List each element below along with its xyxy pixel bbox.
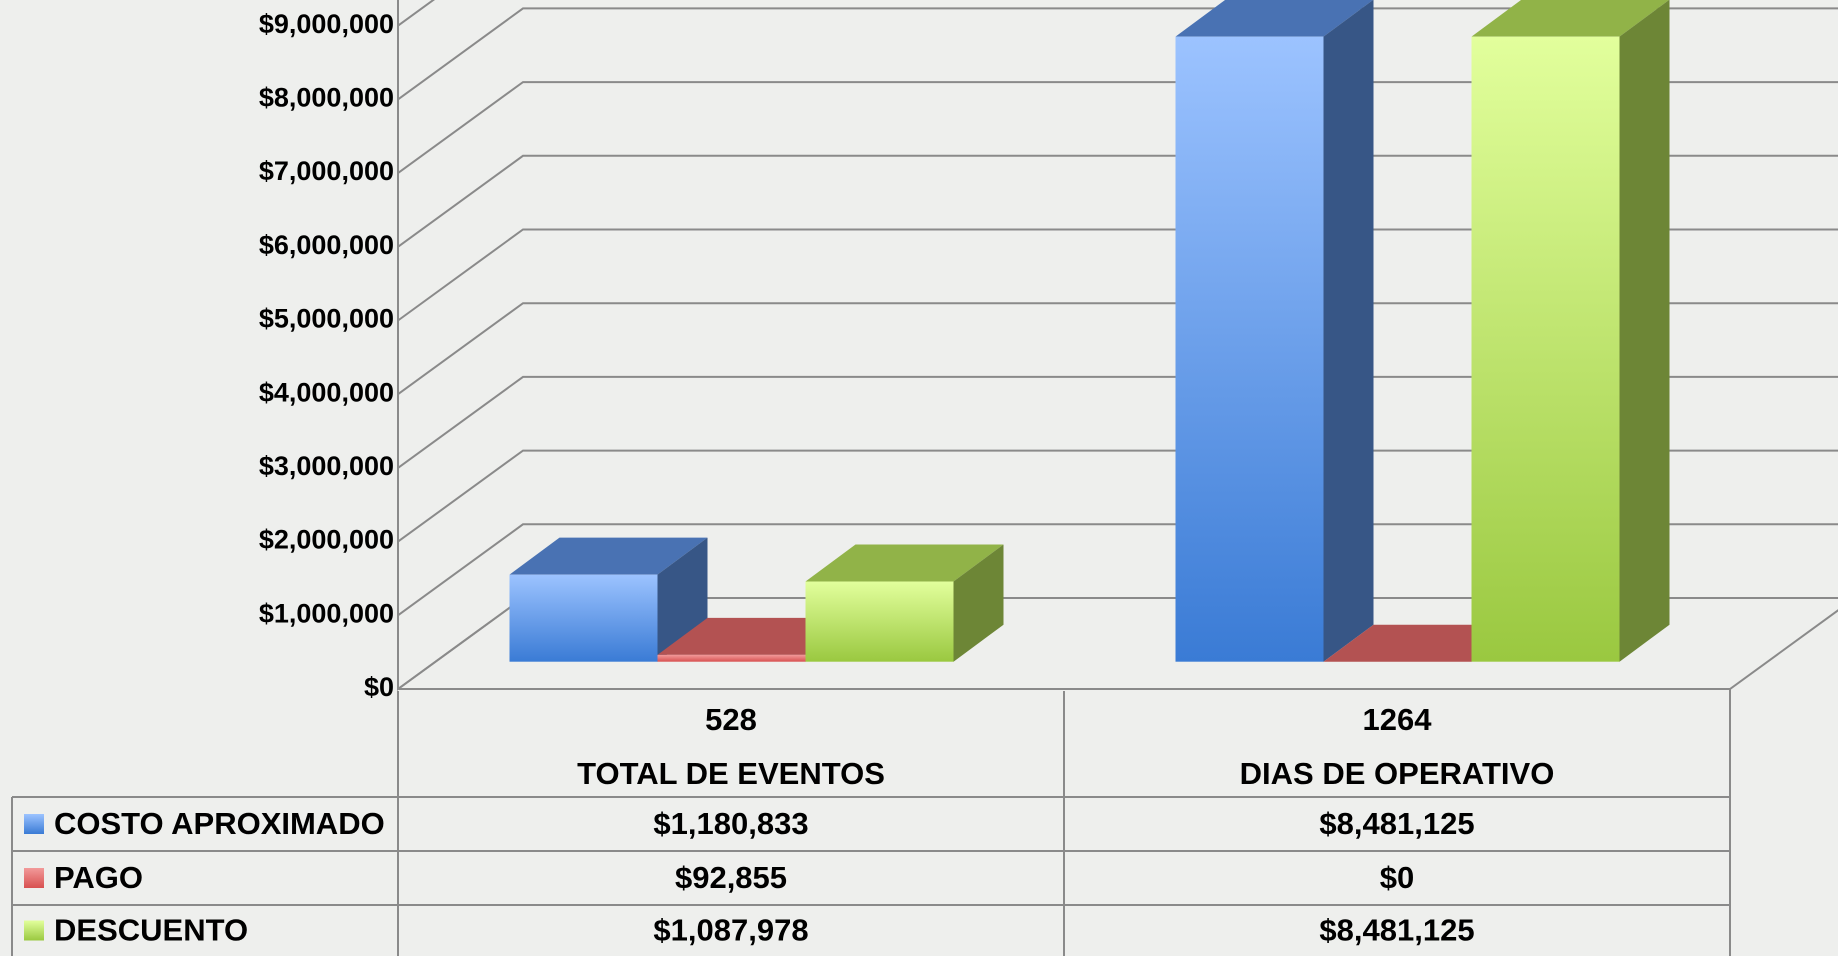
value-label: $1,180,833 — [653, 806, 808, 841]
y-tick-label: $1,000,000 — [259, 598, 394, 628]
value-label: $92,855 — [675, 860, 787, 895]
bar-side — [1619, 0, 1670, 662]
grid-line — [397, 7, 1838, 101]
y-tick-label: $5,000,000 — [259, 304, 394, 334]
grid-line — [397, 523, 1838, 617]
legend-label: COSTO APROXIMADO — [54, 806, 385, 841]
bar-top — [805, 544, 1004, 582]
value-label: $8,481,125 — [1319, 806, 1474, 841]
bar-side — [1323, 0, 1374, 662]
grid-line — [397, 375, 1838, 469]
bar-top — [1175, 0, 1374, 37]
y-tick-label: $0 — [364, 672, 394, 702]
y-tick-label: $2,000,000 — [259, 525, 394, 555]
value-label: $8,481,125 — [1319, 913, 1474, 948]
bar-side — [953, 544, 1004, 662]
value-label: $0 — [1380, 860, 1414, 895]
legend-key — [24, 814, 44, 834]
legend-label: DESCUENTO — [54, 913, 248, 948]
side-wall — [397, 0, 524, 691]
grid-line — [397, 228, 1838, 322]
y-tick-label: $7,000,000 — [259, 156, 394, 186]
grid-line — [397, 302, 1838, 396]
bar — [1175, 36, 1324, 662]
y-tick-label: $6,000,000 — [259, 230, 394, 260]
legend-key — [24, 868, 44, 888]
grid-line — [397, 449, 1838, 543]
x-tick-label: TOTAL DE EVENTOS — [577, 756, 885, 791]
grid-line — [397, 154, 1838, 248]
x-tick-label: 528 — [705, 702, 757, 737]
y-tick-label: $4,000,000 — [259, 377, 394, 407]
value-label: $1,087,978 — [653, 913, 808, 948]
bar — [509, 574, 658, 662]
legend-label: PAGO — [54, 860, 143, 895]
y-tick-label: $9,000,000 — [259, 9, 394, 39]
x-tick-label: DIAS DE OPERATIVO — [1240, 756, 1555, 791]
legend-key — [24, 920, 44, 941]
y-tick-label: $3,000,000 — [259, 451, 394, 481]
bar — [805, 581, 954, 662]
bar — [657, 654, 806, 662]
bar-top — [509, 537, 708, 575]
bar — [1471, 36, 1620, 662]
y-tick-label: $8,000,000 — [259, 83, 394, 113]
grid-line — [397, 81, 1838, 174]
x-tick-label: 1264 — [1363, 702, 1433, 737]
bar-top — [1471, 0, 1670, 37]
